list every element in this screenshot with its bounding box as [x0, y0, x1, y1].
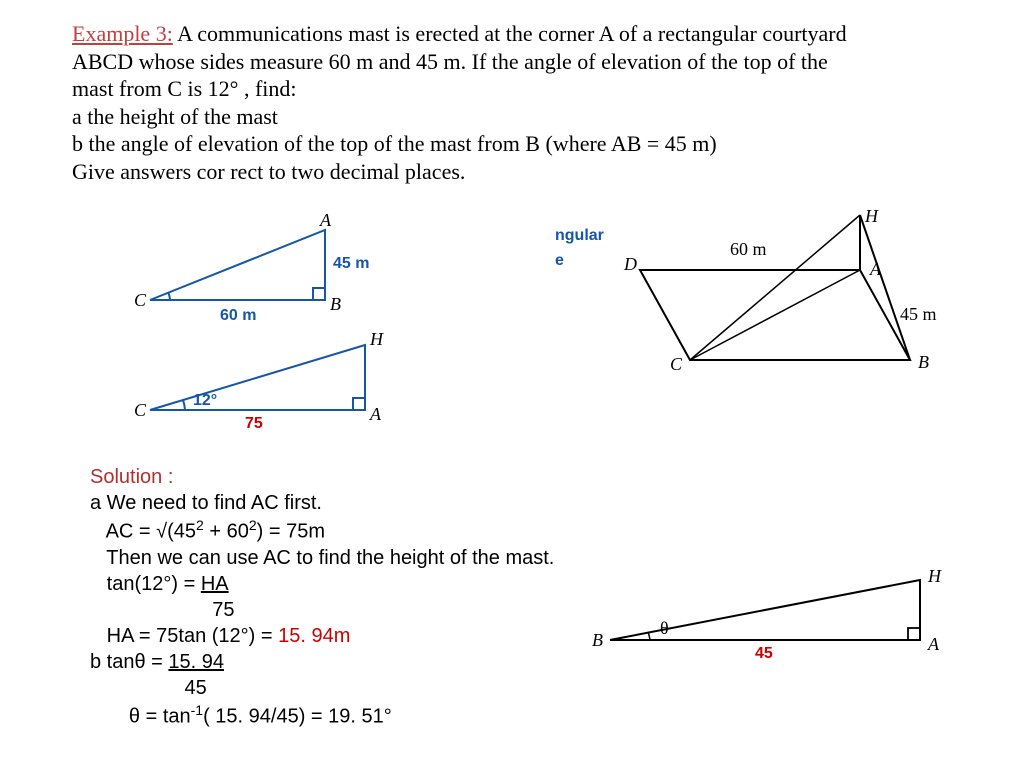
fig1b-H: H: [369, 329, 384, 349]
figures-area: C B A 45 m 60 m C A H 12° 75 ngular e D …: [130, 210, 930, 430]
problem-statement: Example 3: A communications mast is erec…: [72, 20, 952, 185]
fig1-A: A: [319, 210, 332, 230]
figure-right: ngular e D A B C H 60 m 45 m: [540, 210, 960, 440]
sol-a5: 75: [90, 599, 235, 621]
fig2-45m: 45 m: [900, 304, 937, 324]
sol-a6a: HA = 75tan (12°) =: [90, 625, 278, 647]
fig1-B: B: [330, 294, 341, 314]
fig3-A: A: [927, 634, 940, 654]
sol-a3: Then we can use AC to find the height of…: [90, 547, 554, 569]
fig1b-A: A: [369, 404, 382, 424]
sol-a2a: AC = √(45: [90, 521, 196, 543]
sol-a2b: + 60: [204, 521, 249, 543]
fig1-45m: 45 m: [333, 255, 369, 272]
figure-left: C B A 45 m 60 m C A H 12° 75: [130, 210, 440, 440]
fig3-B: B: [592, 630, 603, 650]
sol-a2c: ) = 75m: [257, 521, 325, 543]
fig2-C: C: [670, 354, 683, 374]
sol-b2: 45: [90, 677, 207, 699]
sol-b3a: θ = tan: [90, 705, 191, 727]
sol-a4a: tan(12°) =: [90, 573, 201, 595]
problem-line-5: b the angle of elevation of the top of t…: [72, 131, 717, 156]
fig2-e: e: [555, 252, 564, 269]
fig1-60m: 60 m: [220, 307, 256, 324]
fig2-H: H: [864, 210, 879, 226]
fig2-A: A: [869, 259, 882, 279]
problem-line-1: A communications mast is erected at the …: [177, 21, 847, 46]
figure-bottom-right: B A H θ 45: [580, 560, 960, 670]
solution-label: Solution :: [90, 466, 173, 488]
fig1b-12: 12°: [193, 392, 217, 409]
sol-b1b: 15. 94: [168, 651, 224, 673]
fig2-60m: 60 m: [730, 239, 767, 259]
fig2-D: D: [623, 254, 637, 274]
sol-a4b: HA: [201, 573, 229, 595]
fig3-theta: θ: [660, 618, 669, 638]
problem-line-6: Give answers cor rect to two decimal pla…: [72, 159, 465, 184]
fig1-C: C: [134, 290, 147, 310]
sol-a6b: 15. 94m: [278, 625, 350, 647]
fig3-H: H: [927, 566, 942, 586]
example-label: Example 3:: [72, 21, 173, 46]
sol-b1a: b tanθ =: [90, 651, 168, 673]
fig2-ngular: ngular: [555, 227, 604, 244]
problem-line-3: mast from C is 12° , find:: [72, 76, 297, 101]
sol-b3b: ( 15. 94/45) = 19. 51°: [203, 705, 392, 727]
fig3-45: 45: [755, 645, 773, 662]
sol-a1: a We need to find AC first.: [90, 492, 322, 514]
fig1b-75: 75: [245, 415, 263, 432]
fig2-B: B: [918, 352, 929, 372]
fig1b-C: C: [134, 400, 147, 420]
problem-line-4: a the height of the mast: [72, 104, 278, 129]
problem-line-2: ABCD whose sides measure 60 m and 45 m. …: [72, 49, 828, 74]
